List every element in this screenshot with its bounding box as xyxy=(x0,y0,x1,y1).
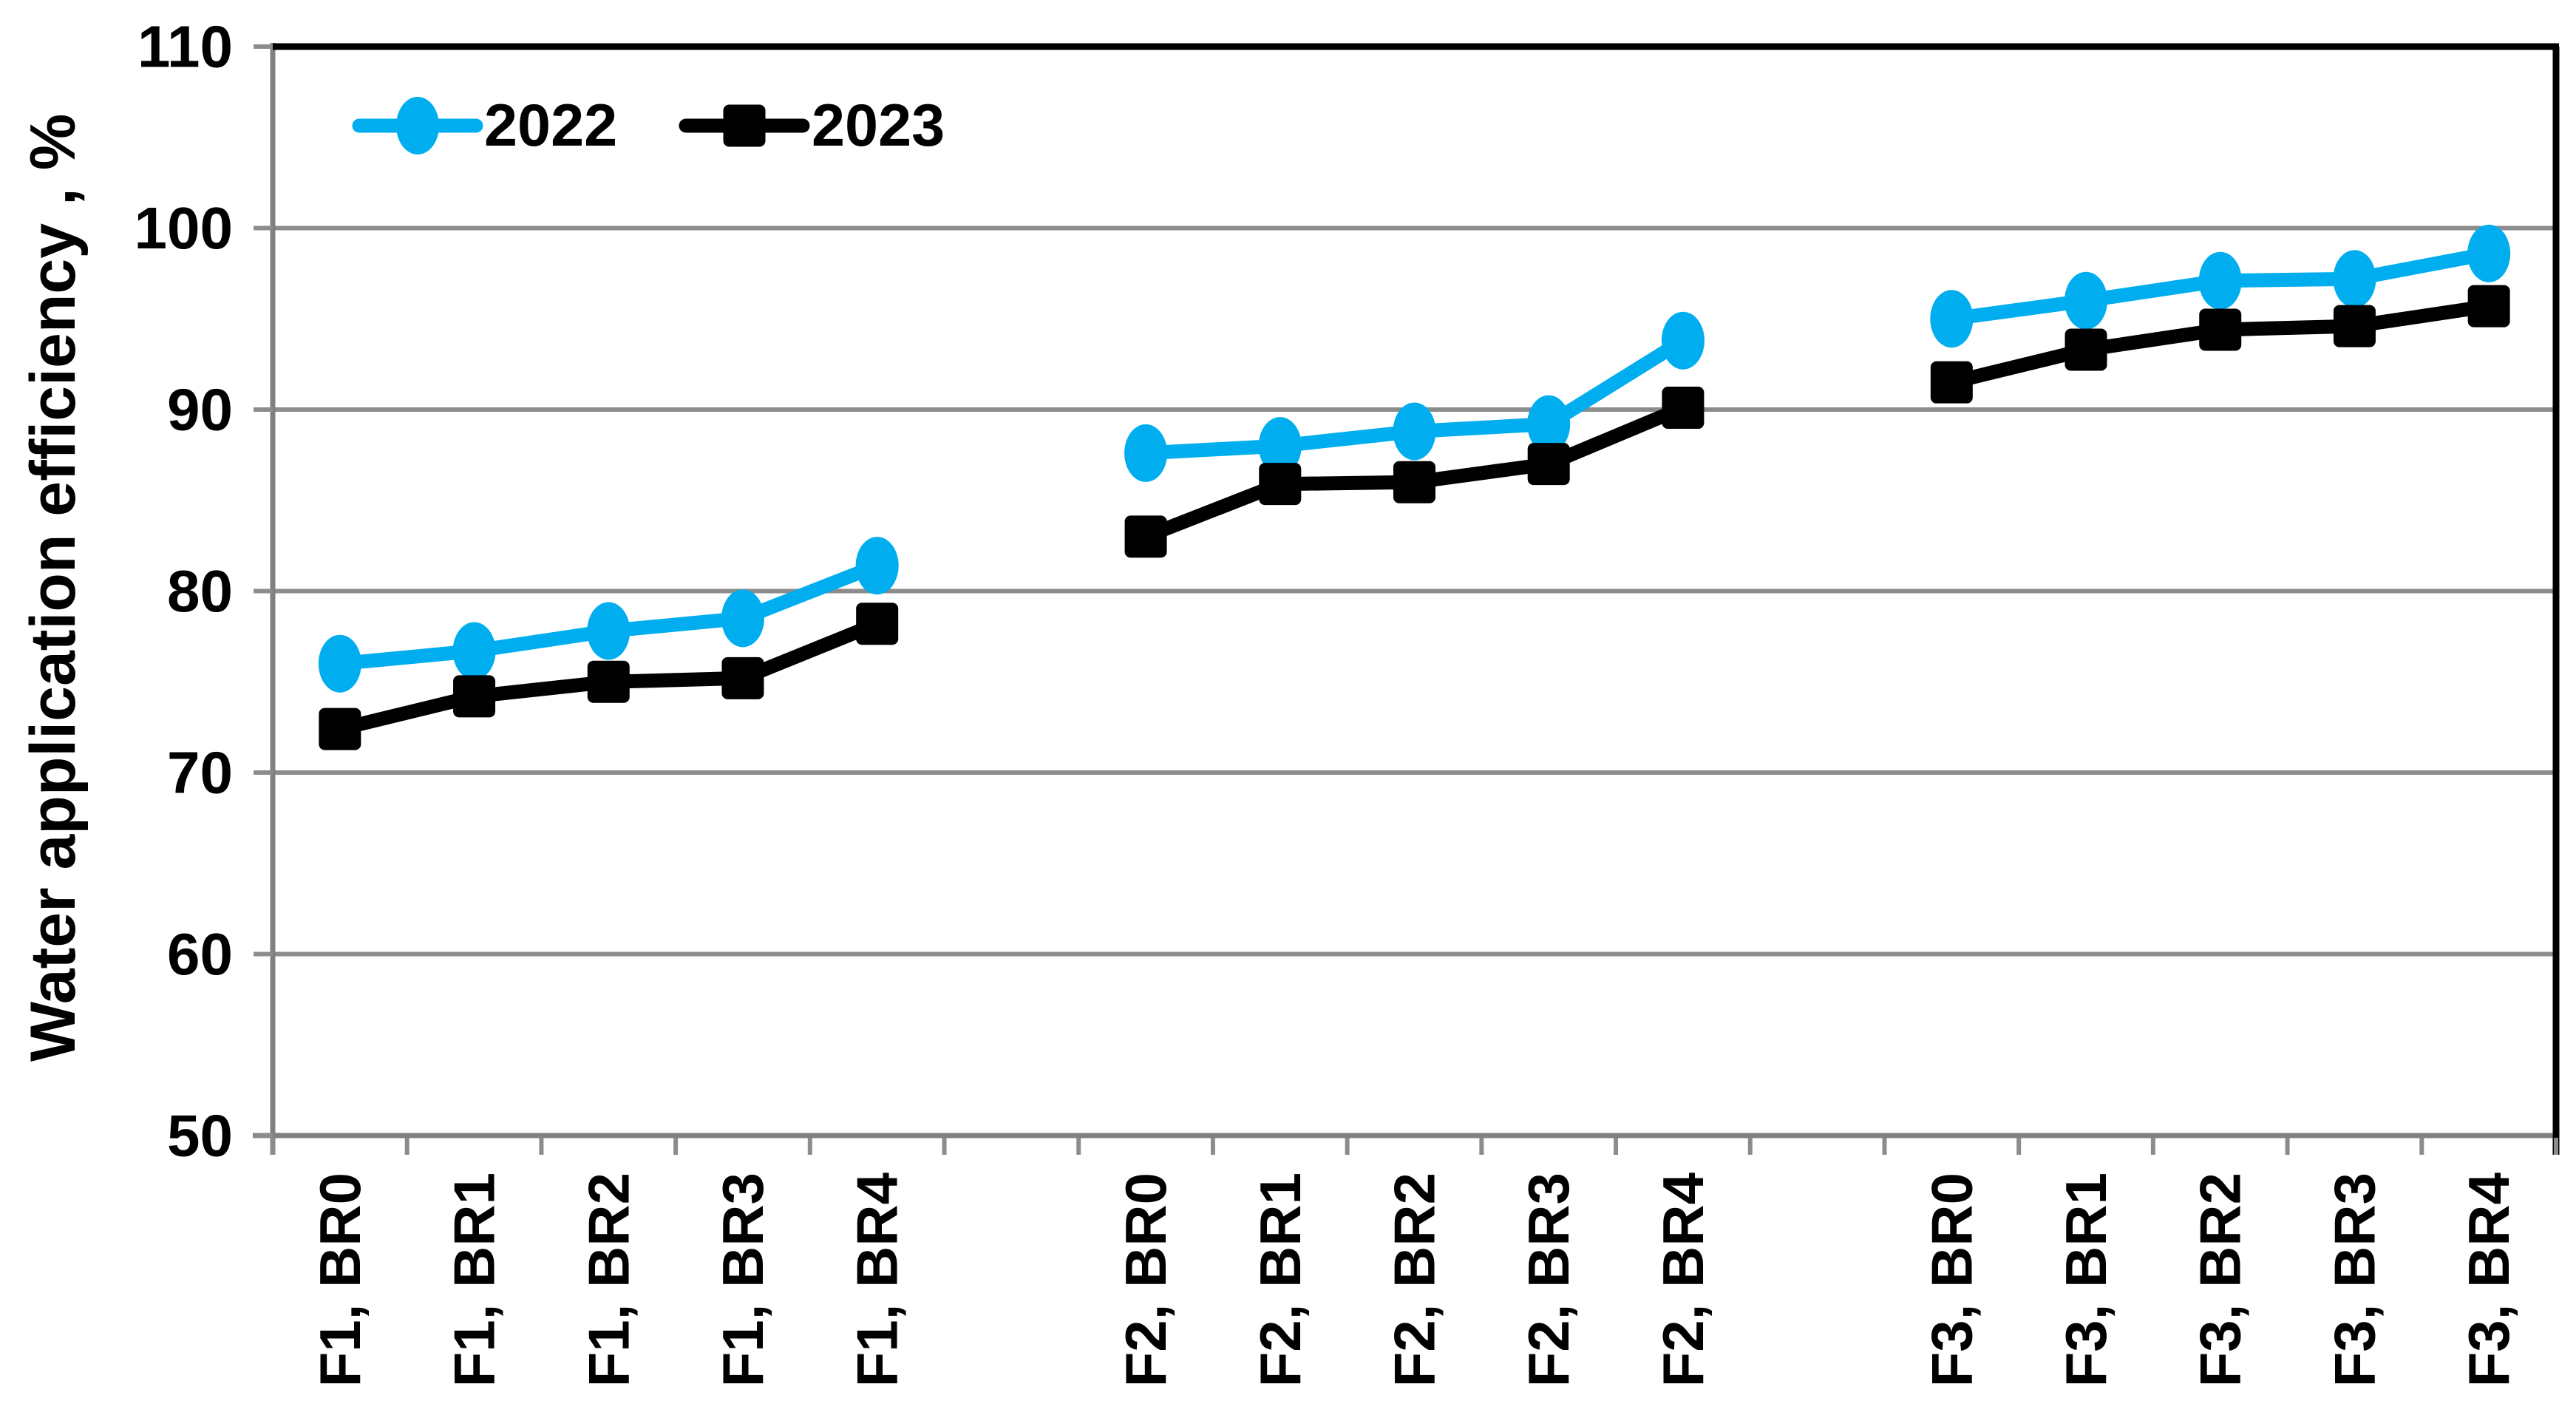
x-tick-label-7: F2, BR1 xyxy=(1248,1173,1313,1387)
data-point-2023-0 xyxy=(319,708,361,750)
legend-item-2022: 2022 xyxy=(352,92,617,159)
data-point-2023-4 xyxy=(856,603,899,645)
x-tick-label-9: F2, BR3 xyxy=(1516,1173,1581,1387)
x-tick-label-14: F3, BR2 xyxy=(2188,1173,2253,1387)
data-point-2022-6 xyxy=(1124,424,1168,482)
x-tick-label-12: F3, BR0 xyxy=(1919,1173,1984,1387)
data-point-2023-16 xyxy=(2467,285,2510,328)
data-point-2023-12 xyxy=(1930,361,1973,404)
legend-label-2022: 2022 xyxy=(484,92,617,159)
x-tick-label-3: F1, BR3 xyxy=(710,1173,775,1387)
data-point-2023-8 xyxy=(1393,461,1435,503)
y-tick-label-60: 60 xyxy=(167,921,233,987)
x-tick-label-13: F3, BR1 xyxy=(2053,1173,2118,1387)
data-point-2022-8 xyxy=(1393,402,1436,461)
x-tick-label-2: F1, BR2 xyxy=(576,1173,641,1387)
data-point-2023-1 xyxy=(453,675,496,718)
data-series xyxy=(318,224,2511,750)
y-tick-labels: 50 60 70 80 90 100 110 xyxy=(135,14,233,1169)
gridlines xyxy=(273,225,2556,957)
x-tick-label-10: F2, BR4 xyxy=(1651,1173,1716,1387)
data-point-2023-7 xyxy=(1259,463,1302,506)
data-point-2022-4 xyxy=(855,537,899,595)
data-point-2022-10 xyxy=(1661,311,1705,370)
legend-item-2023: 2023 xyxy=(679,92,945,159)
data-point-2022-2 xyxy=(587,602,631,660)
data-point-2022-9 xyxy=(1527,395,1571,453)
x-tick-label-1: F1, BR1 xyxy=(442,1173,507,1387)
data-point-2022-3 xyxy=(721,589,764,648)
x-tick-label-15: F3, BR3 xyxy=(2322,1173,2387,1387)
y-tick-label-50: 50 xyxy=(167,1103,233,1169)
x-tick-label-0: F1, BR0 xyxy=(307,1173,373,1387)
data-point-2023-14 xyxy=(2199,308,2242,351)
axis-ticks xyxy=(254,44,2558,1155)
x-tick-label-4: F1, BR4 xyxy=(845,1173,910,1387)
legend-marker-square-2023 xyxy=(723,104,766,147)
data-point-2022-14 xyxy=(2198,251,2242,310)
data-point-2022-7 xyxy=(1258,417,1302,475)
legend: 2022 2023 xyxy=(352,92,945,159)
y-tick-label-70: 70 xyxy=(167,740,233,806)
data-point-2023-9 xyxy=(1527,443,1570,486)
x-tick-labels: F1, BR0 F1, BR1 F1, BR2 F1, BR3 F1, BR4 F2, B… xyxy=(307,1173,2521,1387)
x-tick-label-6: F2, BR0 xyxy=(1113,1173,1178,1387)
data-point-2022-0 xyxy=(318,634,361,693)
data-point-2023-15 xyxy=(2333,305,2376,347)
y-tick-label-80: 80 xyxy=(167,558,233,624)
x-tick-label-16: F3, BR4 xyxy=(2456,1173,2521,1387)
data-point-2023-2 xyxy=(587,660,630,703)
data-point-2023-3 xyxy=(721,656,764,699)
legend-marker-circle-2022 xyxy=(396,97,439,155)
x-tick-label-8: F2, BR2 xyxy=(1382,1173,1447,1387)
y-tick-label-110: 110 xyxy=(137,14,233,80)
series-line-2023 xyxy=(333,299,2496,736)
data-point-2022-1 xyxy=(452,622,496,680)
y-axis-title: Water application efficiency , % xyxy=(18,114,89,1062)
data-point-2023-6 xyxy=(1124,515,1167,558)
data-point-2022-15 xyxy=(2333,250,2376,308)
data-point-2022-13 xyxy=(2064,271,2108,330)
y-tick-label-100: 100 xyxy=(135,195,233,261)
data-point-2022-12 xyxy=(1930,290,1974,348)
plot-frame xyxy=(253,43,2560,1155)
data-point-2022-16 xyxy=(2467,224,2511,282)
legend-label-2023: 2023 xyxy=(812,92,945,159)
data-point-2023-13 xyxy=(2064,328,2107,371)
data-point-2023-10 xyxy=(1662,387,1705,430)
y-tick-label-90: 90 xyxy=(167,377,233,443)
